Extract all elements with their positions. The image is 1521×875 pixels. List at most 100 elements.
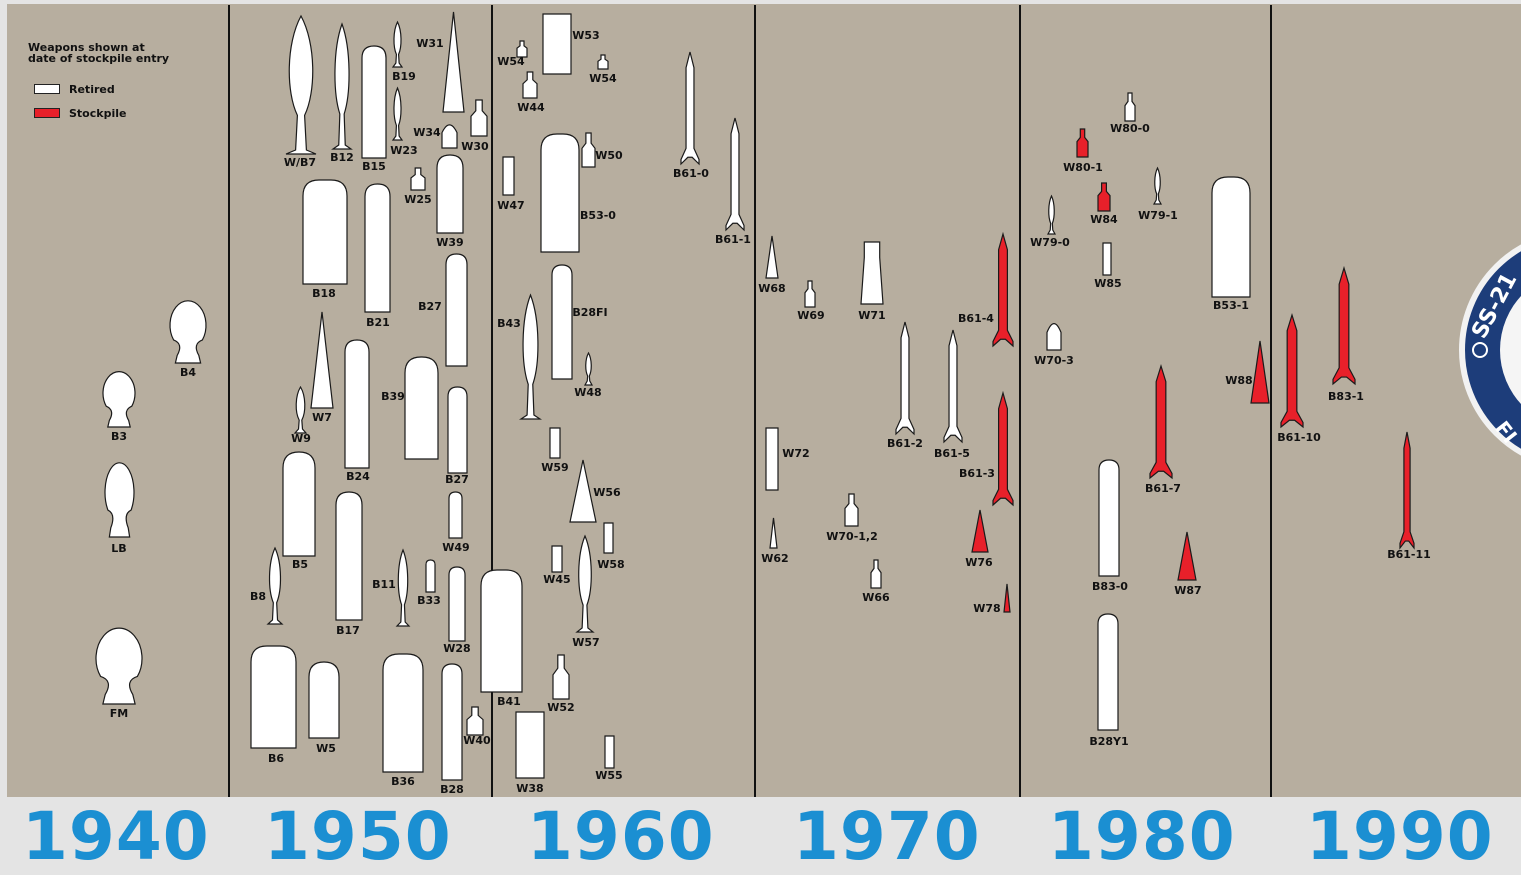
weapon-label-w69: W69: [797, 309, 824, 322]
weapon-shape-w69: [804, 280, 816, 308]
weapon-shape-w59: [549, 427, 561, 459]
weapon-label-w78: W78: [973, 602, 1000, 615]
weapon-shape-w7: [310, 311, 334, 409]
weapon-label-b17: B17: [336, 624, 360, 637]
weapon-shape-b41: [480, 569, 523, 693]
weapon-shape-w56: [569, 459, 597, 523]
weapon-label-w76: W76: [965, 556, 993, 569]
weapon-label-b530: B53-0: [580, 209, 616, 222]
weapon-shape-w50: [581, 132, 596, 168]
legend-swatch-stockpile: [34, 108, 60, 118]
weapon-shape-w800: [1124, 92, 1136, 122]
decade-label-1990: 1990: [1306, 798, 1494, 875]
decade-label-1970: 1970: [793, 798, 981, 875]
weapon-label-lb: LB: [111, 542, 126, 555]
weapon-label-w59: W59: [541, 461, 568, 474]
weapon-label-w66: W66: [862, 591, 890, 604]
weapon-label-w39: W39: [436, 236, 463, 249]
weapon-shape-w55: [604, 735, 615, 769]
weapon-label-b8: B8: [250, 590, 266, 603]
weapon-shape-w25: [410, 167, 426, 191]
weapon-label-w5: W5: [316, 742, 336, 755]
weapon-shape-w801: [1076, 128, 1089, 158]
decade-dividers: [228, 5, 1272, 797]
weapon-label-w800: W80-0: [1110, 122, 1150, 135]
decade-label-1950: 1950: [264, 798, 452, 875]
weapon-label-b39: B39: [381, 390, 405, 403]
weapon-label-b830: B83-0: [1092, 580, 1128, 593]
weapon-shape-w78: [1003, 583, 1011, 613]
weapon-label-b15: B15: [362, 160, 386, 173]
legend-label-retired: Retired: [69, 82, 115, 96]
weapon-shape-b4: [169, 300, 207, 364]
weapon-label-b613: B61-3: [959, 467, 995, 480]
weapon-label-w703: W70-3: [1034, 354, 1074, 367]
weapon-shape-b615: [943, 329, 963, 444]
weapon-label-b19: B19: [392, 70, 416, 83]
emblem-ring: [1459, 244, 1521, 456]
weapon-shape-w88: [1250, 340, 1270, 404]
weapon-shape-w48: [583, 351, 594, 386]
weapon-label-w52: W52: [547, 701, 574, 714]
weapon-shape-b3: [102, 371, 136, 428]
atom-icon: [1472, 342, 1488, 358]
weapon-label-b6: B6: [268, 752, 284, 765]
weapon-shape-b11: [395, 548, 411, 627]
weapon-label-b28fi: B28FI: [572, 306, 607, 319]
weapon-label-w791: W79-1: [1138, 209, 1178, 222]
weapon-shape-w62: [769, 517, 778, 549]
weapon-shape-b830: [1098, 459, 1120, 577]
weapon-shape-b6111: [1399, 431, 1415, 550]
legend-item-retired: Retired: [34, 82, 115, 96]
weapon-shape-w57: [575, 534, 595, 633]
weapon-label-w7012: W70-1,2: [826, 530, 878, 543]
weapon-label-b27b: B27: [445, 473, 469, 486]
weapon-label-w56: W56: [593, 486, 621, 499]
decade-label-1940: 1940: [22, 798, 210, 875]
weapon-shape-w68: [765, 235, 779, 279]
weapon-shape-w84: [1097, 182, 1111, 212]
weapon-label-b4: B4: [180, 366, 196, 379]
weapon-shape-b5: [282, 451, 316, 557]
weapon-label-b28: B28: [440, 783, 464, 796]
weapon-shape-b613: [992, 390, 1014, 507]
weapon-shape-w54b: [597, 54, 609, 70]
legend-item-stockpile: Stockpile: [34, 106, 126, 120]
weapon-label-b36: B36: [391, 775, 415, 788]
weapon-shape-w791: [1152, 166, 1163, 205]
weapon-label-wb7: W/B7: [284, 156, 316, 169]
weapon-shape-b6110: [1280, 312, 1304, 429]
weapon-shape-w23: [391, 86, 404, 141]
weapon-shape-b36: [382, 653, 424, 773]
weapon-label-w48: W48: [574, 386, 601, 399]
weapon-label-b610: B61-0: [673, 167, 709, 180]
weapon-label-w53: W53: [572, 29, 599, 42]
weapon-label-w7: W7: [312, 411, 332, 424]
legend-swatch-retired: [34, 84, 60, 94]
weapon-shape-w38: [515, 711, 545, 779]
weapon-shape-b28fi: [551, 264, 573, 380]
weapon-shape-b21: [364, 183, 391, 313]
weapon-label-b27a: B27: [418, 300, 442, 313]
weapon-label-b531: B53-1: [1213, 299, 1249, 312]
weapon-label-b612: B61-2: [887, 437, 923, 450]
weapon-label-b18: B18: [312, 287, 336, 300]
weapon-shape-b6: [250, 645, 297, 749]
weapon-shape-w54a: [516, 40, 528, 58]
weapon-label-b11: B11: [372, 578, 396, 591]
weapon-shape-w28: [448, 566, 466, 642]
weapon-label-w23: W23: [390, 144, 417, 157]
weapon-shape-b610: [680, 51, 700, 166]
weapon-label-w54a: W54: [497, 55, 525, 68]
weapon-shape-b17: [335, 491, 363, 621]
weapon-shape-b611: [725, 117, 745, 232]
weapon-labels: B4 B3 LB FM W/B7 B12 B15 B19 W23 W31 W34 W30 W25 W39 B…: [110, 29, 1431, 796]
weapon-shape-w76: [971, 509, 989, 553]
weapon-shape-b617: [1149, 363, 1173, 480]
weapon-label-w68: W68: [758, 282, 785, 295]
weapon-label-w50: W50: [595, 149, 623, 162]
weapon-shape-w5: [308, 661, 340, 739]
weapon-shape-b33: [425, 559, 436, 593]
weapon-label-b12: B12: [330, 151, 354, 164]
weapon-shape-w30: [470, 99, 488, 137]
